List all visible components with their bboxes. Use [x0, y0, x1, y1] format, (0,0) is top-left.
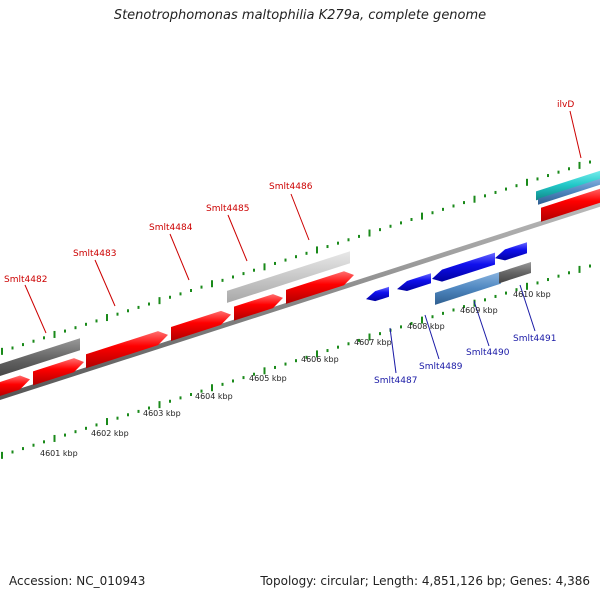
label-leader-ilvd	[569, 110, 582, 159]
pseudo-gene-bar	[0, 338, 80, 376]
gene-arrow-forward	[171, 310, 231, 341]
kbp-label: 4607 kbp	[354, 338, 392, 347]
genome-summary-text: Topology: circular; Length: 4,851,126 bp…	[260, 574, 590, 588]
rna-feature-bar	[536, 170, 600, 201]
kbp-label: 4609 kbp	[460, 306, 498, 315]
kbp-label: 4604 kbp	[195, 392, 233, 401]
gene-arrow-reverse	[366, 286, 389, 302]
accession-text: Accession: NC_010943	[9, 574, 146, 588]
gene-features	[0, 170, 600, 396]
gene-labels: Smlt4482 Smlt4483 Smlt4484 Smlt4485 Smlt…	[4, 100, 574, 386]
gene-label-smlt4483: Smlt4483	[73, 249, 116, 259]
gene-arrow-forward	[86, 331, 168, 369]
gene-arrow-forward	[33, 358, 84, 386]
label-leader-smlt4482	[24, 284, 47, 334]
label-leader-smlt4484	[169, 233, 190, 281]
gene-label-smlt4482: Smlt4482	[4, 275, 47, 285]
gene-arrow-forward	[541, 188, 600, 222]
gene-label-ilvd: ilvD	[557, 100, 574, 110]
gene-arrow-reverse	[432, 252, 495, 282]
misc-feature-bar	[538, 178, 600, 205]
gene-label-smlt4486: Smlt4486	[269, 182, 313, 192]
kbp-scale-labels: 4601 kbp 4602 kbp 4603 kbp 4604 kbp 4605…	[40, 290, 551, 458]
kbp-label: 4603 kbp	[143, 409, 181, 418]
gene-arrow-reverse	[397, 273, 431, 291]
label-leader-smlt4487	[389, 327, 397, 374]
gene-label-smlt4487: Smlt4487	[374, 376, 417, 386]
label-leader-smlt4489	[424, 314, 440, 360]
gene-arrow-reverse	[495, 242, 527, 261]
gene-label-smlt4491: Smlt4491	[513, 334, 556, 344]
gene-arrow-forward	[0, 375, 30, 396]
inner-tick-ring	[1, 264, 591, 459]
kbp-label: 4606 kbp	[301, 355, 339, 364]
backbone-strand	[0, 201, 600, 400]
label-leader-lines	[24, 110, 582, 374]
label-leader-smlt4490	[473, 300, 490, 347]
pseudo-gene-bar	[499, 262, 531, 284]
label-leader-smlt4486	[290, 193, 310, 241]
gene-label-smlt4484: Smlt4484	[149, 223, 193, 233]
label-leader-smlt4491	[519, 284, 536, 332]
gene-label-smlt4489: Smlt4489	[419, 362, 463, 372]
map-title: Stenotrophomonas maltophilia K279a, comp…	[113, 8, 487, 23]
kbp-label: 4608 kbp	[407, 322, 445, 331]
gene-arrow-forward	[286, 271, 354, 304]
kbp-label: 4605 kbp	[249, 374, 287, 383]
label-leader-smlt4485	[227, 214, 248, 262]
misc-feature-bar	[435, 271, 501, 305]
kbp-label: 4602 kbp	[91, 429, 129, 438]
kbp-label: 4610 kbp	[513, 290, 551, 299]
gene-label-smlt4485: Smlt4485	[206, 204, 249, 214]
gene-label-smlt4490: Smlt4490	[466, 348, 510, 358]
label-leader-smlt4483	[94, 259, 116, 307]
gene-arrow-forward	[234, 294, 283, 321]
kbp-label: 4601 kbp	[40, 449, 78, 458]
outer-tick-ring	[1, 160, 591, 355]
genome-backbone	[0, 201, 600, 400]
pseudo-gene-bar	[227, 251, 350, 303]
